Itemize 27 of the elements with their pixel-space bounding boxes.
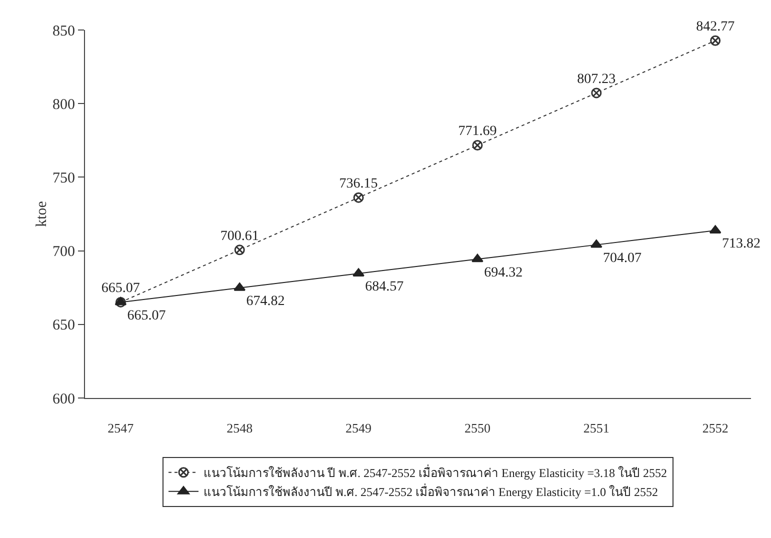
data-label: 665.07 (127, 308, 166, 324)
x-tick-label: 2551 (583, 420, 610, 436)
x-tick-label: 2548 (226, 420, 253, 436)
legend-label: แนวโน้มการใช้พลังงานปี พ.ศ. 2547-2552 เมื่อพิจารณาค่า Energy Elasticity =1.0 ในปี 2552 (204, 483, 658, 500)
data-label: 704.07 (603, 250, 642, 266)
y-tick-label: 600 (52, 391, 75, 408)
y-tick-label: 850 (52, 23, 75, 40)
data-label: 684.57 (365, 280, 404, 295)
y-tick-label: 650 (52, 318, 75, 334)
data-label: 694.32 (484, 265, 523, 280)
y-tick-label: 800 (52, 96, 75, 113)
x-tick-label: 2547 (108, 420, 134, 436)
data-label: 665.07 (101, 281, 140, 296)
data-label: 713.82 (722, 236, 760, 252)
y-tick-label: 750 (52, 170, 75, 186)
data-label: 807.23 (577, 72, 616, 87)
x-tick-label: 2552 (702, 420, 728, 436)
x-tick-label: 2549 (346, 420, 372, 436)
data-label: 674.82 (246, 294, 285, 309)
x-tick-label: 2550 (464, 420, 490, 436)
legend-label: แนวโน้มการใช้พลังงาน ปี พ.ศ. 2547-2552 เมื่อพิจารณาค่า Energy Elasticity =3.18 ในปี 2552 (204, 464, 668, 480)
data-label: 771.69 (458, 124, 497, 140)
data-label: 700.61 (220, 228, 259, 244)
data-label: 736.15 (339, 176, 378, 192)
y-axis-title: ktoe (34, 200, 50, 227)
y-tick-label: 700 (52, 244, 75, 260)
data-label: 842.77 (696, 20, 735, 35)
